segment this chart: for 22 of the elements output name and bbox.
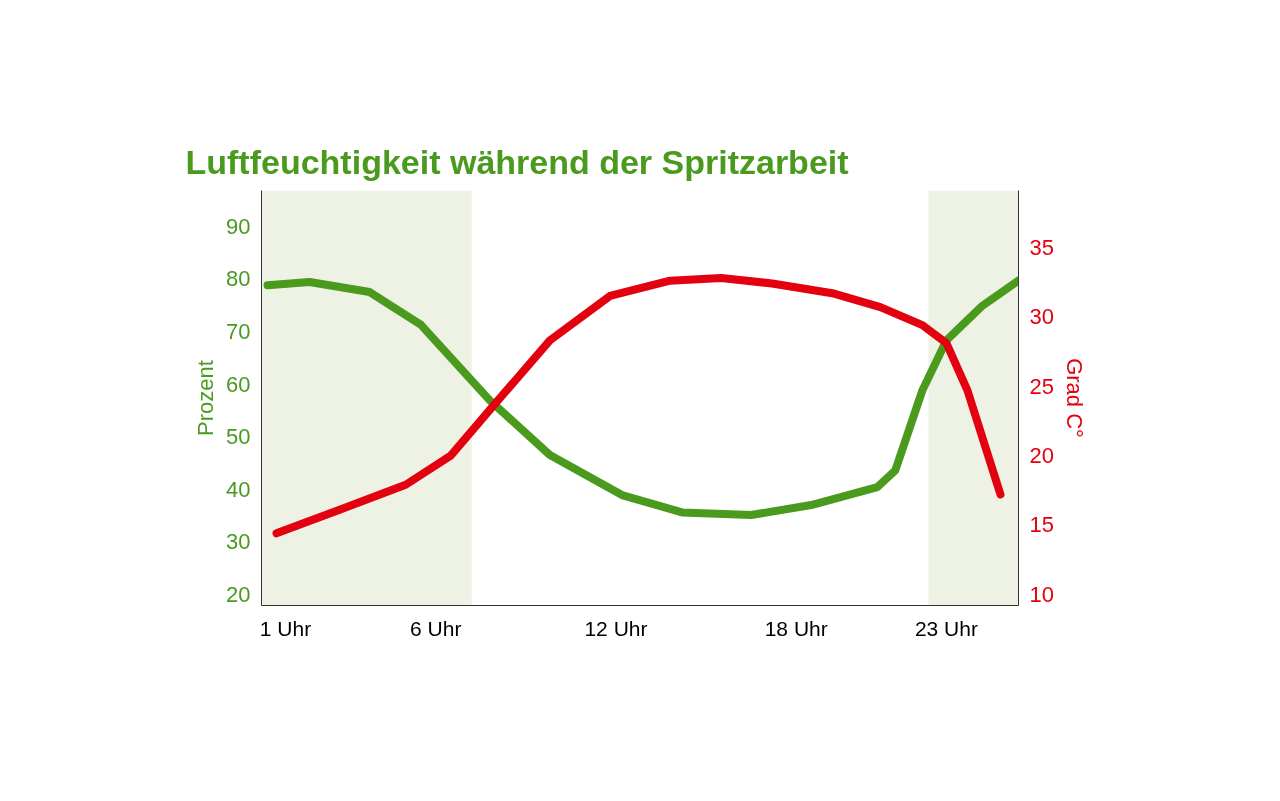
y-tick-label: 50	[226, 424, 251, 450]
y2-tick-label: 10	[1029, 581, 1054, 607]
y2-tick-label: 30	[1029, 304, 1054, 330]
y-tick-label: 90	[226, 213, 251, 239]
y-tick-label: 20	[226, 581, 251, 607]
x-tick-label: 23 Uhr	[914, 616, 978, 640]
y-tick-label: 30	[226, 529, 251, 555]
x-tick-label: 6 Uhr	[410, 616, 462, 640]
x-tick-label: 1 Uhr	[259, 616, 312, 640]
y-tick-label: 40	[226, 476, 251, 502]
y2-tick-label: 25	[1029, 373, 1054, 399]
y2-tick-label: 15	[1029, 512, 1054, 538]
y2-tick-label: 20	[1029, 443, 1054, 469]
y-axis-title: Prozent	[193, 360, 219, 436]
y-tick-label: 80	[226, 266, 251, 292]
y-tick-label: 70	[226, 318, 251, 344]
x-tick-label: 12 Uhr	[584, 616, 648, 640]
y2-axis-title: Grad C°	[1061, 358, 1087, 438]
y2-tick-label: 35	[1029, 234, 1054, 260]
x-tick-label: 18 Uhr	[764, 616, 828, 640]
y-tick-label: 60	[226, 371, 251, 397]
chart-title: Luftfeuchtigkeit während der Spritzarbeit	[185, 142, 849, 181]
